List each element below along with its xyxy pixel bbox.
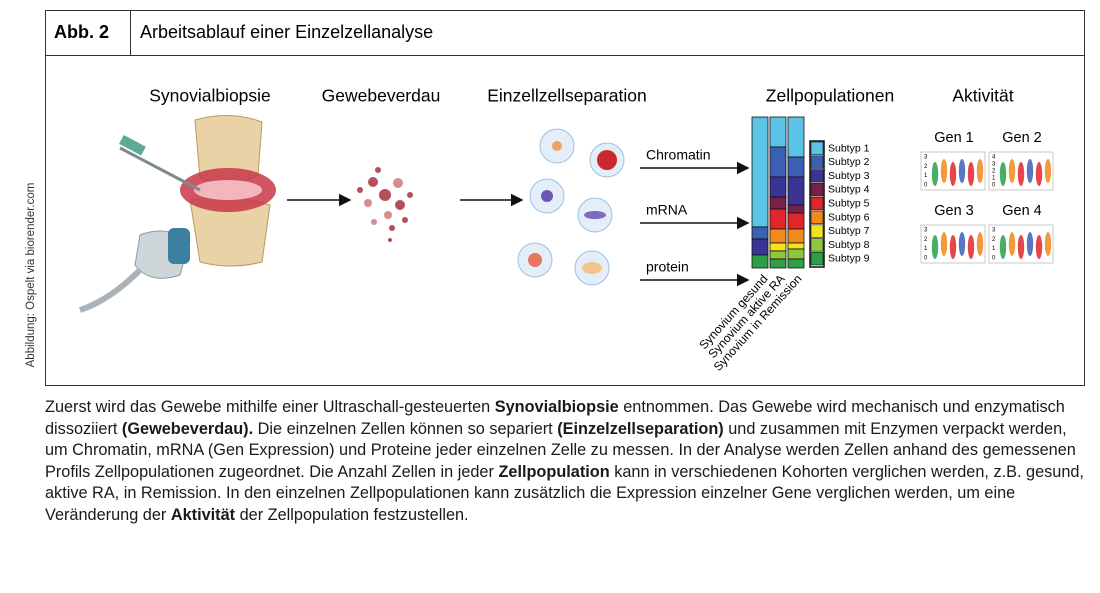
violin	[967, 235, 975, 259]
legend-swatch	[810, 210, 824, 224]
gene-axis-label: 2	[924, 237, 928, 243]
caption-text: der Zellpopulation festzustellen.	[235, 505, 469, 524]
gene-axis-label: 3	[992, 162, 996, 168]
gene-title: Gen 2	[1002, 130, 1042, 146]
violin	[1017, 235, 1025, 259]
violin	[958, 159, 966, 183]
cohort-label: Synovium aktive RA	[705, 272, 787, 361]
gene-axis-label: 4	[992, 155, 996, 161]
legend-swatch	[810, 169, 824, 183]
gene-axis-label: 2	[924, 164, 928, 170]
gene-axis-label: 0	[992, 256, 996, 262]
caption-text: und zusammen mit Enzymen verpackt werden…	[45, 419, 1076, 481]
gene-axis-label: 1	[992, 246, 996, 252]
violin	[999, 235, 1007, 259]
legend-swatch	[810, 183, 824, 197]
violin	[940, 159, 948, 183]
legend-label: Subtyp 5	[828, 197, 870, 209]
gene-axis-label: 2	[992, 237, 996, 243]
violin	[1035, 235, 1043, 259]
legend-label: Subtyp 4	[828, 184, 870, 196]
gene-axis-label: 3	[992, 228, 996, 234]
measurement-label: mRNA	[646, 202, 688, 218]
violin	[940, 232, 948, 256]
step-heading: Aktivität	[952, 86, 1013, 106]
legend-label: Subtyp 1	[828, 142, 870, 154]
violin	[967, 162, 975, 186]
caption-bold: Aktivität	[170, 505, 236, 524]
violin	[958, 232, 966, 256]
violin	[1044, 232, 1052, 256]
violin	[1044, 159, 1052, 183]
caption-text: Zuerst wird das Gewebe mithilfe einer Ul…	[45, 398, 495, 416]
tissue-digest	[357, 167, 413, 242]
legend-label: Subtyp 7	[828, 225, 870, 237]
caption-text: entnommen. Das Gewebe wird mecha­nisch u…	[45, 398, 1065, 438]
legend-label: Subtyp 8	[828, 239, 870, 251]
legend-label: Subtyp 3	[828, 170, 870, 182]
legend-swatch	[810, 141, 824, 155]
violin	[949, 235, 957, 259]
figure-frame	[45, 10, 1085, 386]
violin	[976, 159, 984, 183]
violin	[1017, 162, 1025, 186]
violin	[931, 162, 939, 186]
figure-title: Arbeitsablauf einer Einzelzellanalyse	[140, 22, 433, 42]
caption-bold: Zellpopulation	[498, 462, 610, 481]
legend-label: Subtyp 6	[828, 211, 870, 223]
gene-title: Gen 3	[934, 203, 974, 219]
legend-label: Subtyp 2	[828, 156, 870, 168]
legend-frame	[809, 140, 825, 268]
legend-swatch	[810, 155, 824, 169]
gene-axis-label: 1	[924, 173, 928, 179]
caption: Zuerst wird das Gewebe mithilfe einer Ul…	[45, 397, 1090, 526]
caption-text: kann in verschiedenen Kohorten vergliche…	[45, 462, 1084, 524]
measurement-label: protein	[646, 259, 689, 275]
step-heading: Einzellzellseparation	[487, 86, 647, 106]
gene-axis-label: 0	[992, 183, 996, 189]
gene-title: Gen 4	[1002, 203, 1042, 219]
violin	[1026, 232, 1034, 256]
violin	[931, 235, 939, 259]
gene-axis-label: 0	[924, 256, 928, 262]
joint-illustration	[79, 114, 276, 313]
caption-bold: (Gewebeverdau).	[121, 419, 254, 438]
cells	[517, 128, 625, 286]
violin	[1035, 162, 1043, 186]
gene-title: Gen 1	[934, 130, 974, 146]
violin	[1008, 159, 1016, 183]
figure-label: Abb. 2	[54, 22, 109, 42]
violin	[999, 162, 1007, 186]
legend-label: Subtyp 9	[828, 253, 870, 265]
violin	[976, 232, 984, 256]
legend-swatch	[810, 224, 824, 238]
measurement-label: Chromatin	[646, 147, 711, 163]
violin	[1026, 159, 1034, 183]
caption-bold: (Einzelzellseparation)	[557, 419, 724, 438]
gene-axis-label: 2	[992, 169, 996, 175]
caption-bold: Synovialbiopsie	[494, 398, 619, 416]
gene-axis-label: 0	[924, 183, 928, 189]
gene-axis-label: 1	[924, 246, 928, 252]
gene-axis-label: 1	[992, 176, 996, 182]
legend-swatch	[810, 252, 824, 266]
figure: Abb. 2 Arbeitsablauf einer Einzelzellana…	[25, 10, 1085, 386]
credit: Abbildung: Ospelt via biorender.com	[25, 183, 37, 368]
legend-swatch	[810, 238, 824, 252]
violin	[1008, 232, 1016, 256]
caption-text: Die einzelnen Zellen können so separiert	[253, 419, 558, 438]
step-heading: Gewebeverdau	[322, 86, 441, 106]
gene-axis-label: 3	[924, 228, 928, 234]
gene-axis-label: 3	[924, 155, 928, 161]
legend-swatch	[810, 196, 824, 211]
step-heading: Zellpopulationen	[766, 86, 894, 106]
violin	[949, 162, 957, 186]
population-bars	[751, 116, 805, 269]
step-heading: Synovialbiopsie	[149, 86, 271, 106]
